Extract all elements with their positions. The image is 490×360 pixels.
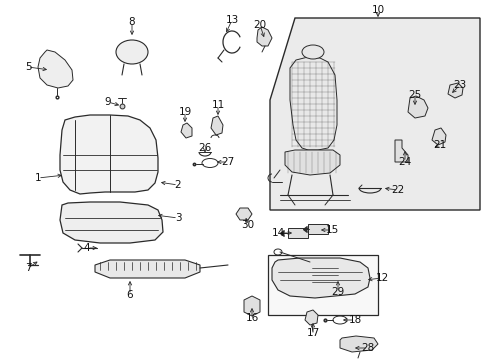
Text: 26: 26 [198,143,212,153]
Text: 5: 5 [24,62,31,72]
Text: 18: 18 [348,315,362,325]
Polygon shape [211,116,223,135]
Text: 14: 14 [271,228,285,238]
Text: 22: 22 [392,185,405,195]
Polygon shape [432,128,446,145]
Text: 6: 6 [127,290,133,300]
Text: 29: 29 [331,287,344,297]
Polygon shape [60,115,158,194]
Ellipse shape [302,45,324,59]
Polygon shape [285,150,340,175]
Polygon shape [448,83,463,98]
Text: 9: 9 [105,97,111,107]
Text: 17: 17 [306,328,319,338]
Text: 15: 15 [325,225,339,235]
Text: 13: 13 [225,15,239,25]
Polygon shape [290,57,337,150]
Text: 8: 8 [129,17,135,27]
Text: 19: 19 [178,107,192,117]
Text: 24: 24 [398,157,412,167]
Polygon shape [244,296,260,316]
Polygon shape [95,260,200,278]
Text: 23: 23 [453,80,466,90]
Polygon shape [340,336,378,352]
Polygon shape [257,27,272,46]
Text: 10: 10 [371,5,385,15]
Text: 7: 7 [24,263,31,273]
Bar [308,224,328,234]
Polygon shape [270,18,480,210]
Polygon shape [408,96,428,118]
Bar [288,228,308,238]
Text: 3: 3 [175,213,181,223]
Text: 4: 4 [84,243,90,253]
Text: 21: 21 [433,140,446,150]
Text: 30: 30 [242,220,255,230]
Text: 1: 1 [35,173,41,183]
Polygon shape [395,140,408,162]
Polygon shape [272,258,370,298]
Text: 2: 2 [175,180,181,190]
Polygon shape [305,310,318,325]
Bar [268,255,378,315]
Text: 25: 25 [408,90,421,100]
Text: 11: 11 [211,100,224,110]
Polygon shape [236,208,252,220]
Polygon shape [181,123,192,138]
Polygon shape [60,202,163,243]
Polygon shape [38,50,73,88]
Text: 20: 20 [253,20,267,30]
Text: 27: 27 [221,157,235,167]
Text: 16: 16 [245,313,259,323]
Ellipse shape [116,40,148,64]
Text: 28: 28 [362,343,375,353]
Text: 12: 12 [375,273,389,283]
